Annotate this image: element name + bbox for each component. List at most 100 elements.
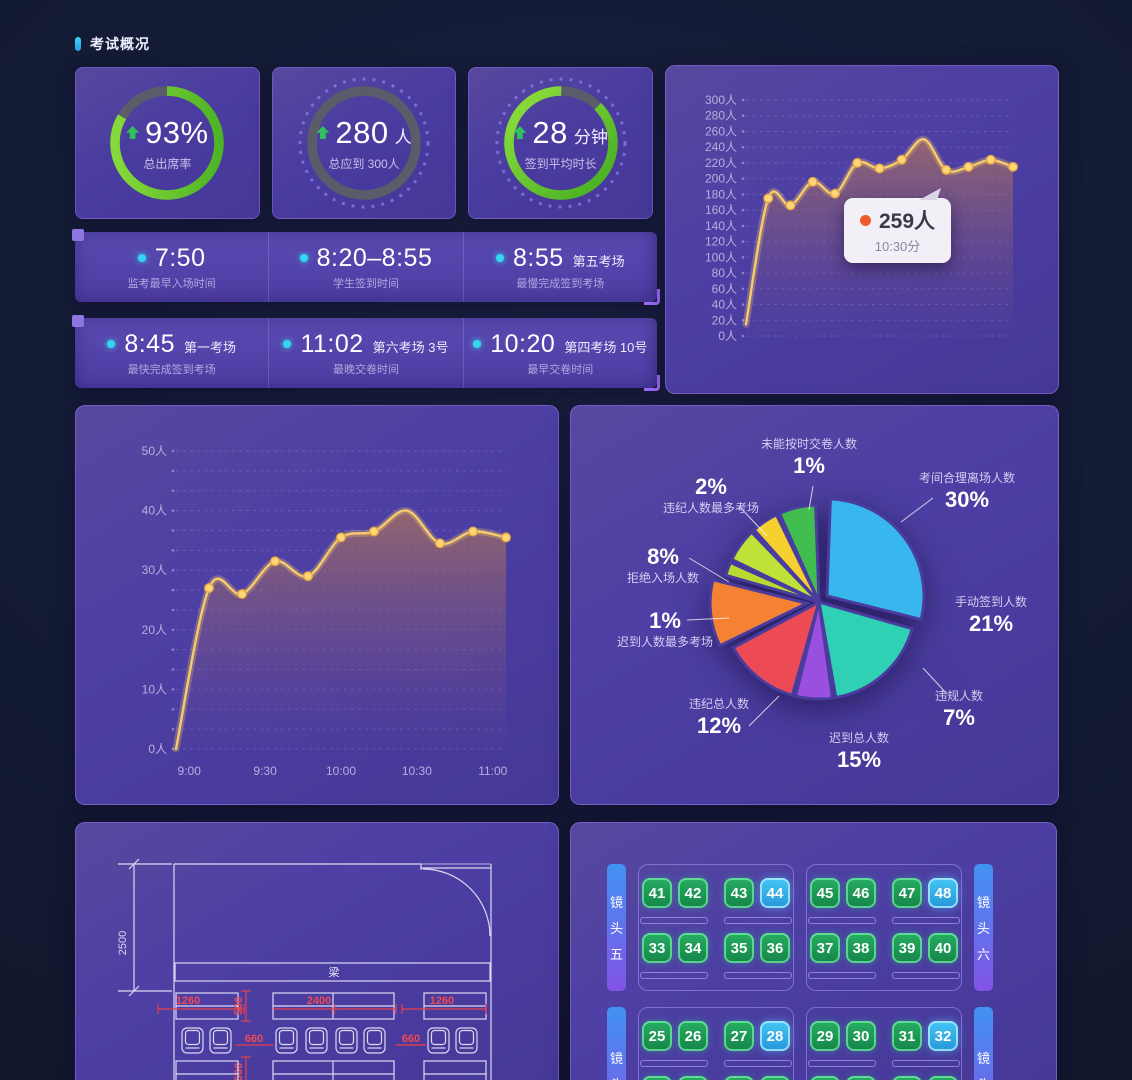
stat-label: 学生签到时间: [332, 277, 399, 290]
pie-slice[interactable]: [825, 497, 926, 622]
desk-row: [807, 972, 961, 979]
seat[interactable]: 36: [760, 933, 790, 963]
floor-plan-drawing: 2500 梁: [117, 858, 492, 1080]
seat-pair: 47 48: [892, 878, 958, 908]
seat[interactable]: 31: [892, 1021, 922, 1051]
desk: [808, 972, 876, 979]
gauge-card: 28 分钟 签到平均时长: [468, 67, 653, 219]
data-point: [807, 176, 818, 187]
seat[interactable]: [678, 1076, 708, 1080]
stat-top: 8:20–8:55: [299, 244, 433, 273]
y-axis-label: 20人: [712, 313, 737, 327]
seat[interactable]: [760, 1076, 790, 1080]
seat[interactable]: 46: [846, 878, 876, 908]
pie-slice[interactable]: [729, 530, 821, 604]
pie-label-pct: 12%: [696, 712, 742, 738]
pie-label-pct: 21%: [968, 610, 1014, 636]
seat[interactable]: [642, 1076, 672, 1080]
seat[interactable]: [810, 1076, 840, 1080]
gauge-value: 280: [335, 114, 389, 150]
seat[interactable]: 47: [892, 878, 922, 908]
pie-slice[interactable]: [708, 577, 812, 648]
desk-row: [807, 1060, 961, 1067]
seat[interactable]: 35: [724, 933, 754, 963]
seat[interactable]: 48: [928, 878, 958, 908]
seat[interactable]: 42: [678, 878, 708, 908]
seat-row: [639, 1076, 793, 1080]
seat[interactable]: 28: [760, 1021, 790, 1051]
pie-label-name: 违规人数: [934, 688, 984, 703]
pie-label-pct: 1%: [793, 452, 825, 478]
seat[interactable]: 39: [892, 933, 922, 963]
x-axis-label: 11:00: [478, 764, 507, 778]
stat-cell: 10:20 第四考场 10号 最早交卷时间: [462, 318, 657, 388]
data-point: [302, 571, 313, 582]
seat[interactable]: [928, 1076, 958, 1080]
stat-suffix: 第四考场 10号: [564, 339, 648, 355]
dim-label-2500: 2500: [117, 931, 129, 955]
seat[interactable]: 38: [846, 933, 876, 963]
seat[interactable]: 32: [928, 1021, 958, 1051]
seat[interactable]: 45: [810, 878, 840, 908]
seat[interactable]: 44: [760, 878, 790, 908]
stat-time: 11:02: [300, 329, 364, 358]
gauge-label: 总应到 300人: [328, 156, 400, 171]
y-axis-label: 0人: [148, 742, 167, 756]
seat[interactable]: 25: [642, 1021, 672, 1051]
pie-slice[interactable]: [817, 599, 915, 700]
seat[interactable]: [892, 1076, 922, 1080]
stat-cell: 7:50 监考最早入场时间: [75, 232, 268, 302]
seat[interactable]: 29: [810, 1021, 840, 1051]
pie-slice[interactable]: [731, 599, 822, 698]
stat-top: 8:45 第一考场: [107, 330, 236, 359]
seat-pair: [892, 1076, 958, 1080]
seat[interactable]: 34: [678, 933, 708, 963]
seat[interactable]: 26: [678, 1021, 708, 1051]
pie-label: 8% 拒绝入场人数: [627, 543, 699, 586]
seat[interactable]: 33: [642, 933, 672, 963]
pie-label-pct: 15%: [836, 746, 882, 772]
seat-map-card: 镜头五41424344333435364546474837383940镜头六镜头…: [570, 822, 1057, 1080]
desk-row: [807, 917, 961, 924]
x-axis-label: 10:00: [326, 764, 356, 778]
pie-slice[interactable]: [751, 512, 821, 604]
pie-slice[interactable]: [777, 503, 821, 603]
stat-suffix: 第一考场: [183, 339, 236, 355]
seat[interactable]: 43: [724, 878, 754, 908]
gauge-text: 28 分钟 签到平均时长: [469, 68, 652, 218]
dim-label: 660: [402, 1033, 420, 1045]
pie-label-pct: 7%: [943, 704, 975, 730]
stat-dot-icon: [107, 340, 116, 348]
stat-dot-icon: [283, 340, 292, 348]
seat[interactable]: 30: [846, 1021, 876, 1051]
seat[interactable]: [724, 1076, 754, 1080]
gauge-label: 总出席率: [143, 156, 192, 171]
pie-slice[interactable]: [793, 601, 835, 701]
checkin-trend-chart[interactable]: 50人 40人 30人 20人 10人 0人 9:00 9:30 10:00 10:30 11:00: [76, 406, 558, 804]
data-point: [763, 193, 774, 204]
header-accent-icon: [75, 37, 81, 51]
pie-chart-card: 未能按时交卷人数 1% 考间合理离场人数 30% 手动签到人数 21% 违规人数 7% 迟到总人…: [570, 405, 1059, 805]
seat[interactable]: [846, 1076, 876, 1080]
stat-bar-row1: 7:50 监考最早入场时间 8:20–8:55 学生签到时间 8:55 第五考场 最慢完成签…: [72, 229, 660, 305]
data-point: [985, 154, 996, 165]
desk: [640, 917, 708, 924]
pie-label-name: 迟到人数最多考场: [616, 634, 714, 649]
stat-cell: 8:45 第一考场 最快完成签到考场: [75, 318, 268, 388]
seat-pair: 25 26: [642, 1021, 708, 1051]
seat[interactable]: 40: [928, 933, 958, 963]
seat[interactable]: 41: [642, 878, 672, 908]
exam-pie-chart[interactable]: [571, 406, 1058, 804]
y-axis-label: 40人: [712, 298, 737, 312]
gauge-value-row: 28 分钟: [513, 115, 608, 151]
seat-row: 37 38 39 40: [807, 933, 961, 963]
seat[interactable]: 27: [724, 1021, 754, 1051]
desk: [808, 1060, 876, 1067]
seat[interactable]: 37: [810, 933, 840, 963]
stat-time: 10:20: [490, 329, 556, 358]
gauge-ring: [495, 77, 627, 209]
y-axis-label: 140人: [705, 219, 737, 233]
seat-row: 41 42 43 44: [639, 878, 793, 908]
pie-label-name: 违纪总人数: [688, 696, 750, 711]
